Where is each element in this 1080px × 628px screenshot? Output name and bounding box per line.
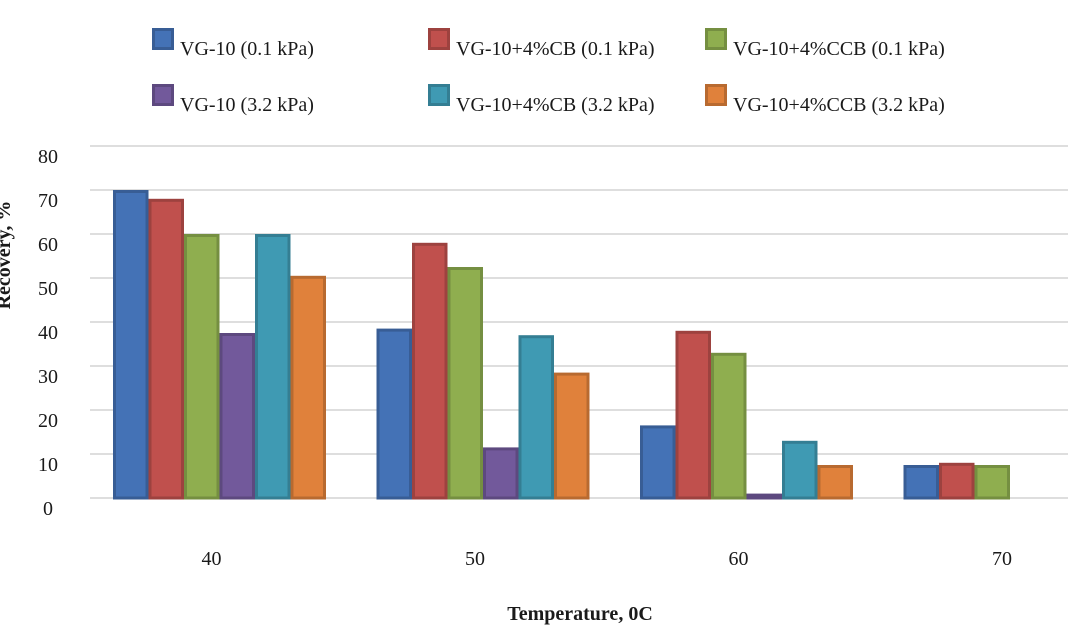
- bar: [376, 328, 412, 500]
- legend-swatch: [152, 84, 174, 106]
- y-tick-label: 60: [38, 234, 58, 256]
- bar: [412, 242, 448, 500]
- bar: [113, 190, 149, 500]
- y-tick-label: 10: [38, 454, 58, 476]
- y-tick-label: 40: [38, 322, 58, 344]
- y-axis-title: Recovery, %: [0, 201, 15, 310]
- x-axis-ticks: 40 50 60 70: [202, 548, 1013, 570]
- x-tick-label: 40: [202, 548, 222, 570]
- x-axis-title: Temperature, 0C: [507, 603, 653, 625]
- y-tick-label: 0: [43, 498, 53, 520]
- legend-swatch: [152, 28, 174, 50]
- x-tick-label: 70: [992, 548, 1012, 570]
- legend-swatch: [428, 28, 450, 50]
- x-tick-label: 60: [729, 548, 749, 570]
- bar: [711, 352, 747, 500]
- bar: [184, 234, 220, 500]
- y-tick-label: 70: [38, 190, 58, 212]
- legend-swatch: [705, 28, 727, 50]
- y-tick-label: 80: [38, 146, 58, 168]
- legend-label: VG-10+4%CB (0.1 kPa): [456, 38, 655, 60]
- bar: [518, 335, 554, 500]
- bar: [746, 493, 782, 500]
- bar: [675, 330, 711, 500]
- legend-swatch: [428, 84, 450, 106]
- x-tick-label: 50: [465, 548, 485, 570]
- bar: [974, 465, 1010, 500]
- legend-label: VG-10+4%CB (3.2 kPa): [456, 94, 655, 116]
- bar: [219, 333, 255, 500]
- bar: [447, 267, 483, 500]
- y-tick-label: 50: [38, 278, 58, 300]
- legend-label: VG-10 (0.1 kPa): [180, 38, 314, 60]
- legend: VG-10 (0.1 kPa) VG-10+4%CB (0.1 kPa) VG-10…: [152, 28, 945, 116]
- legend-swatch: [705, 84, 727, 106]
- bars: [113, 190, 1010, 500]
- bar: [939, 462, 975, 500]
- bar: [640, 425, 676, 500]
- legend-label: VG-10 (3.2 kPa): [180, 94, 314, 116]
- bar: [148, 198, 184, 500]
- y-tick-label: 20: [38, 410, 58, 432]
- legend-label: VG-10+4%CCB (3.2 kPa): [733, 94, 945, 116]
- bar: [903, 465, 939, 500]
- legend-label: VG-10+4%CCB (0.1 kPa): [733, 38, 945, 60]
- bar: [782, 440, 818, 500]
- bar: [290, 275, 326, 500]
- bar: [554, 372, 590, 500]
- y-axis-ticks: 0 10 20 30 40 50 60 70 80: [38, 146, 58, 520]
- bar: [255, 234, 291, 500]
- y-tick-label: 30: [38, 366, 58, 388]
- bar: [483, 447, 519, 500]
- bar: [817, 465, 853, 500]
